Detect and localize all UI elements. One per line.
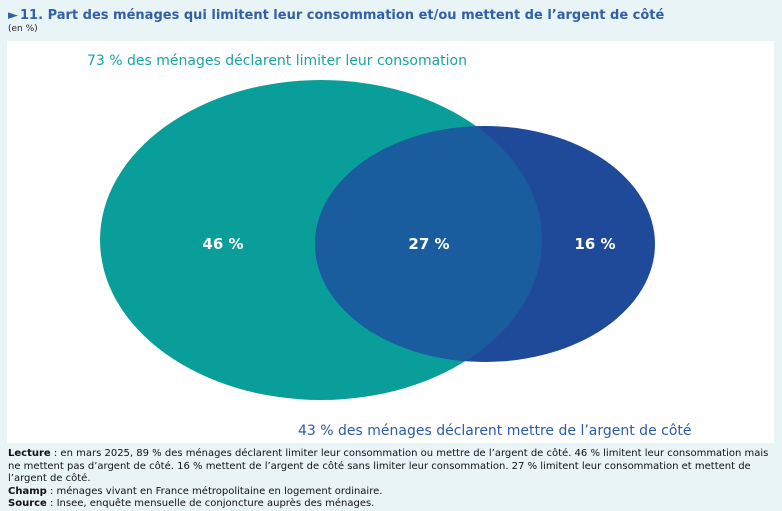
champ-note: Champ : ménages vivant en France métropo… [8, 486, 776, 499]
source-label: Source [8, 498, 47, 509]
value-label-consumption-only: 46 % [202, 235, 243, 253]
chart-header: ► 11. Part des ménages qui limitent leur … [8, 8, 664, 34]
source-text: : Insee, enquête mensuelle de conjonctur… [46, 498, 375, 509]
lecture-note: Lecture : en mars 2025, 89 % des ménages… [8, 448, 776, 486]
chart-panel: 73 % des ménages déclarent limiter leur … [7, 41, 774, 443]
champ-text: : ménages vivant en France métropolitain… [46, 485, 383, 497]
triangle-bullet-icon: ► [8, 8, 18, 23]
footnote: Lecture : en mars 2025, 89 % des ménages… [8, 448, 776, 511]
unit-label: (en %) [8, 24, 38, 34]
chart-title: ► 11. Part des ménages qui limitent leur … [8, 8, 664, 23]
lecture-label: Lecture [8, 448, 51, 459]
champ-label: Champ [8, 485, 47, 497]
lecture-text: : en mars 2025, 89 % des ménages déclare… [8, 448, 769, 484]
set-intersection [315, 126, 542, 362]
set-label-consumption: 73 % des ménages déclarent limiter leur … [87, 53, 467, 69]
value-label-savings-only: 16 % [574, 235, 615, 253]
venn-diagram: 73 % des ménages déclarent limiter leur … [87, 53, 692, 439]
set-label-savings: 43 % des ménages déclarent mettre de l’a… [298, 423, 692, 439]
value-label-intersection: 27 % [408, 235, 449, 253]
chart-title-text: Part des ménages qui limitent leur conso… [47, 8, 665, 23]
source-note: Source : Insee, enquête mensuelle de con… [8, 498, 776, 511]
chart-number: 11. [20, 8, 44, 23]
